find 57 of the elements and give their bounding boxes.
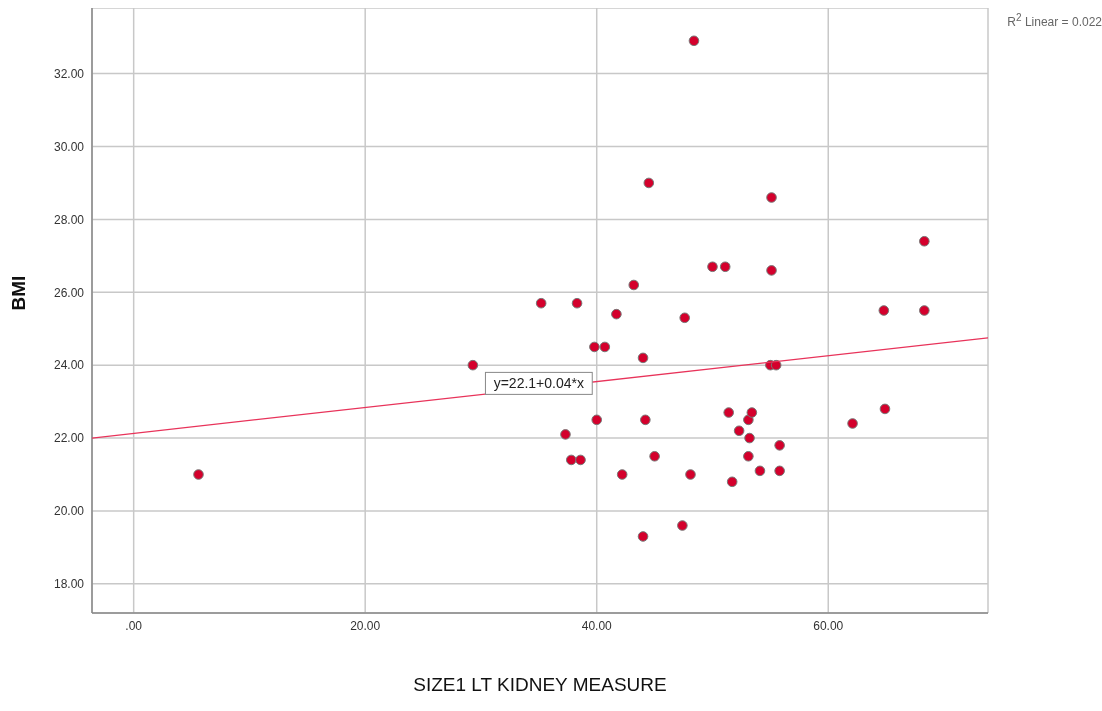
x-tick-label: 20.00: [350, 618, 381, 633]
point: [628, 279, 640, 291]
point: [774, 440, 785, 451]
y-axis-title: BMI: [7, 275, 29, 311]
y-tick-label: 22.00: [53, 431, 85, 446]
point: [688, 35, 700, 47]
point: [677, 520, 688, 531]
y-tick-label: 20.00: [53, 504, 85, 519]
annotation: y=22.1+0.04*x: [493, 375, 584, 392]
point: [679, 312, 690, 324]
point: [754, 465, 766, 477]
point: [637, 352, 649, 364]
point: [637, 531, 649, 542]
point: [723, 407, 734, 418]
point: [560, 429, 571, 440]
point: [770, 359, 782, 371]
point: [726, 476, 738, 488]
y-tick-label: 18.00: [53, 577, 85, 592]
point: [919, 235, 930, 247]
point: [571, 297, 583, 309]
y-tick-label: 32.00: [53, 66, 85, 81]
point: [589, 341, 600, 353]
y-tick-label: 28.00: [53, 212, 85, 227]
x-tick-label: 40.00: [581, 618, 613, 633]
point: [643, 177, 655, 189]
point: [616, 469, 628, 480]
point: [685, 469, 696, 480]
point: [878, 305, 890, 316]
point: [774, 465, 785, 477]
x-tick-label: 60.00: [813, 618, 844, 633]
point: [719, 261, 731, 273]
point: [847, 418, 858, 429]
text: R$^{2}$ Linear = 0.022: [1007, 12, 1102, 29]
point: [707, 261, 718, 273]
point: [766, 265, 777, 276]
point: [599, 341, 611, 353]
point: [649, 450, 660, 462]
point: [611, 308, 622, 320]
point: [746, 407, 758, 418]
y-tick-label: 24.00: [53, 358, 85, 373]
x-tick-label: .00: [125, 618, 143, 633]
point: [640, 414, 651, 426]
x-axis-title: SIZE1 LT KIDNEY MEASURE: [413, 674, 667, 695]
point: [535, 297, 547, 309]
y-tick-label: 30.00: [53, 139, 85, 154]
point: [743, 450, 754, 462]
y-tick-label: 26.00: [53, 285, 85, 300]
point: [733, 425, 745, 437]
point: [919, 305, 930, 316]
point: [193, 469, 204, 480]
point: [766, 192, 777, 203]
point: [575, 454, 586, 466]
point: [879, 403, 891, 415]
point: [467, 359, 479, 371]
point: [744, 432, 755, 444]
point: [565, 454, 577, 466]
point: [591, 414, 603, 426]
